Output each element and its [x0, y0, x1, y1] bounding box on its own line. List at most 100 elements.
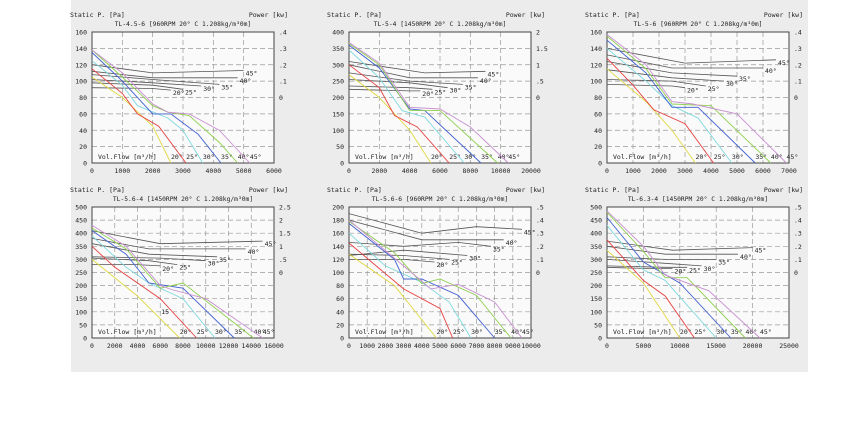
- pressure-curve-4: [348, 43, 498, 164]
- power-curve-label: 30°: [726, 80, 738, 88]
- power-curve-label: 20°: [422, 90, 434, 98]
- y-tick-label: 150: [590, 295, 602, 303]
- chart-svg: 0 1000 2000 3000 4000 5000 6000 700002040608010…: [585, 11, 803, 175]
- y-axis-label: Static P. [Pa]: [585, 186, 640, 194]
- power-curve-3: [606, 256, 717, 260]
- chart-title: TL-4.5-6 [960RPM 20° C 1.208kg/m³0m]: [115, 20, 251, 28]
- y-tick-label: 40: [594, 127, 602, 135]
- y-tick-label: 0: [598, 335, 602, 343]
- power-curve-label: 25°: [434, 88, 446, 96]
- pressure-curve-label: 25°: [453, 328, 465, 336]
- x-tick-label: 4000: [703, 167, 719, 175]
- x-tick-label: 2000: [651, 167, 667, 175]
- power-curve-0: [606, 84, 686, 89]
- x-tick-label: 8000: [175, 342, 191, 350]
- chart-tl-6-3-4: 0 5000 10000 15000 20000 25000 0 50 100 150 200 250…: [585, 175, 825, 355]
- y-tick-label: 250: [75, 269, 87, 277]
- power-tick-label: .2: [279, 61, 287, 69]
- power-curve-label: 35°: [221, 83, 233, 91]
- y-tick-label: 100: [590, 308, 602, 316]
- chart-svg: 0 2000 4000 6000 8000 10000 12000 14000 16000050…: [70, 186, 291, 350]
- power-tick-label: 1: [536, 61, 540, 69]
- y-tick-label: 80: [79, 94, 87, 102]
- power-tick-label: .5: [794, 204, 802, 212]
- x-tick-label: 3000: [677, 167, 693, 175]
- x-tick-label: 4000: [130, 342, 146, 350]
- power-tick-label: 1: [279, 243, 283, 251]
- y-tick-label: 200: [75, 282, 87, 290]
- y-tick-label: 500: [75, 204, 87, 212]
- x-tick-label: 8000: [463, 167, 479, 175]
- x-tick-label: 7000: [469, 342, 485, 350]
- power-curve-label: 40°: [480, 77, 492, 85]
- pressure-curve-1: [606, 57, 714, 164]
- x-tick-label: 1000: [359, 342, 375, 350]
- pressure-curve-0: [348, 253, 437, 339]
- power-curve-4: [91, 238, 246, 250]
- plot-frame: [348, 31, 532, 164]
- pressure-curve-label: 35°: [234, 328, 246, 336]
- y-tick-label: 50: [336, 143, 344, 151]
- pressure-curve-label: 40°: [254, 328, 266, 336]
- pressure-curve-label: 20°: [436, 328, 448, 336]
- power-curve-label: 40°: [765, 67, 777, 75]
- power-tick-label: .1: [794, 256, 802, 264]
- x-tick-label: 0: [90, 167, 94, 175]
- pressure-curve-5: [91, 49, 251, 164]
- y-tick-label: 80: [336, 282, 344, 290]
- pressure-curve-1: [348, 242, 454, 339]
- y-tick-label: 20: [79, 143, 87, 151]
- x-tick-label: 25000: [779, 342, 799, 350]
- power-curve-2: [91, 79, 202, 87]
- power-tick-label: .4: [794, 29, 802, 37]
- pressure-curve-4: [606, 211, 746, 339]
- y-tick-label: 40: [79, 127, 87, 135]
- pressure-curve-label: 30°: [471, 328, 483, 336]
- power-curve-label: 40°: [740, 253, 752, 261]
- x-axis-label: Vol.Flow [m³/h]: [613, 328, 672, 336]
- x-tick-label: 9000: [505, 342, 521, 350]
- x-tick-label: 4000: [414, 342, 430, 350]
- y-tick-label: 350: [75, 243, 87, 251]
- x-tick-label: 5000: [236, 167, 252, 175]
- pressure-curve-2: [348, 49, 465, 164]
- pressure-curve-3: [91, 230, 235, 339]
- plot-frame: [348, 206, 532, 339]
- plot-frame: [91, 31, 275, 164]
- chart-svg: 0 1000 2000 3000 4000 5000 6000 0 20 40 60 80 100 120…: [70, 11, 288, 175]
- chart-svg: 0 1000 2000 3000 4000 5000 6000 7000 8000 9000 100…: [327, 186, 545, 350]
- pressure-curve-5: [606, 34, 787, 164]
- pressure-curve-0: [606, 68, 696, 164]
- power-tick-label: 0: [279, 269, 283, 277]
- y-tick-label: 120: [590, 61, 602, 69]
- power-curve-label: 30°: [704, 265, 716, 273]
- power-curve-label: 25°: [708, 85, 720, 93]
- chart-title: TL-6.3-4 [1450RPM 20° C 1.208kg/m³0m]: [628, 195, 768, 203]
- x-axis-label: Vol.Flow [m³/h]: [355, 153, 414, 161]
- power-curve-4: [606, 54, 763, 69]
- pressure-curve-2: [91, 60, 204, 164]
- pressure-curve-1: [348, 64, 450, 164]
- plot-frame: [91, 206, 275, 339]
- power-tick-label: 0: [536, 269, 540, 277]
- pressure-curve-label: 20°: [180, 328, 192, 336]
- pressure-curve-label: 40°: [771, 153, 783, 161]
- pressure-curve-label: 45°: [522, 328, 534, 336]
- power-curve-label: 30°: [203, 85, 215, 93]
- power-curve-1: [606, 265, 688, 268]
- y-tick-label: 100: [75, 308, 87, 316]
- y-tick-label: 400: [332, 29, 344, 37]
- plot-frame: [606, 31, 790, 164]
- power-tick-label: .5: [279, 256, 287, 264]
- pressure-curve-3: [91, 52, 222, 164]
- x-tick-label: 2000: [372, 167, 388, 175]
- power-curve-label: 35°: [739, 75, 751, 83]
- y-tick-label: 200: [332, 204, 344, 212]
- power-curve-2: [348, 249, 468, 256]
- x-tick-label: 0: [347, 342, 351, 350]
- chart-title: TL-5.6-6 [960RPM 20° C 1.208kg/m³0m]: [372, 195, 508, 203]
- power-curve-3: [348, 72, 463, 85]
- pressure-curve-label: 30°: [716, 328, 728, 336]
- annotation-label: 15: [161, 308, 169, 316]
- power-curve-2: [606, 259, 702, 267]
